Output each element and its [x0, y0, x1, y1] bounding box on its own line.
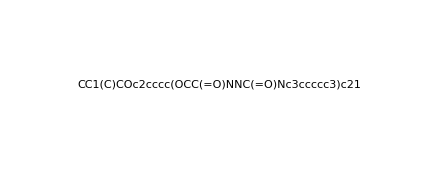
Text: CC1(C)COc2cccc(OCC(=O)NNC(=O)Nc3ccccc3)c21: CC1(C)COc2cccc(OCC(=O)NNC(=O)Nc3ccccc3)c… — [77, 79, 361, 90]
